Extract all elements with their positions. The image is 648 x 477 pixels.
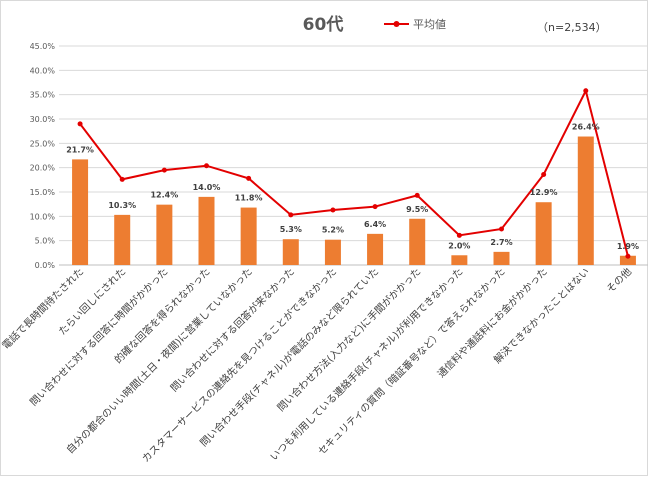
- y-tick-label: 10.0%: [30, 212, 56, 221]
- average-point: [541, 171, 547, 177]
- bar: [451, 255, 468, 265]
- bar: [324, 239, 341, 265]
- average-polyline: [79, 87, 629, 257]
- x-tick-label: 問い合わせ方法(入力など)に手間がかかった: [274, 265, 423, 414]
- average-point: [330, 207, 336, 213]
- bar: [282, 239, 299, 265]
- bar-data-labels: 21.7% 10.3% 12.4% 14.0% 11.8% 5.3% 5.2% 6.4% 9.5…: [66, 123, 639, 251]
- bar: [577, 136, 594, 265]
- y-axis-ticks: 0.0% 5.0% 10.0% 15.0% 20.0% 25.0% 30.0% 35.0% 40…: [30, 42, 56, 270]
- bar-data-label: 11.8%: [235, 194, 263, 203]
- average-point: [625, 253, 631, 259]
- average-point: [456, 232, 462, 238]
- chart-title: 60代: [303, 14, 344, 35]
- x-tick-label: カスタマーサービスの連絡先を見つけることができなかった: [139, 265, 339, 465]
- y-tick-label: 30.0%: [30, 115, 56, 124]
- bar-data-label: 2.7%: [490, 238, 512, 247]
- average-point: [246, 175, 252, 181]
- y-tick-label: 5.0%: [35, 237, 56, 246]
- bar: [535, 202, 552, 265]
- bar-data-label: 5.3%: [280, 225, 302, 234]
- y-tick-label: 40.0%: [30, 66, 56, 75]
- average-point: [414, 192, 420, 198]
- average-point: [119, 176, 125, 182]
- bar-data-label: 9.5%: [406, 205, 428, 214]
- bar: [156, 204, 173, 265]
- average-point: [77, 121, 83, 127]
- bar-data-label: 21.7%: [66, 145, 94, 154]
- bar-data-label: 12.9%: [530, 188, 558, 197]
- average-point: [583, 88, 589, 94]
- legend-label: 平均値: [413, 18, 446, 31]
- legend-marker: [393, 21, 400, 27]
- average-point: [161, 167, 167, 173]
- bar-data-label: 10.3%: [108, 201, 136, 210]
- y-tick-label: 20.0%: [30, 164, 56, 173]
- bar: [409, 218, 426, 265]
- bar: [367, 233, 384, 265]
- bar-data-label: 6.4%: [364, 220, 386, 229]
- bar: [114, 214, 131, 265]
- bar-data-label: 2.0%: [448, 241, 470, 250]
- y-tick-label: 35.0%: [30, 91, 56, 100]
- x-tick-label: いつも利用している連絡手段(チャネル)が利用できなかった: [267, 265, 465, 463]
- y-tick-label: 0.0%: [35, 261, 56, 270]
- bar-data-label: 12.4%: [150, 191, 178, 200]
- x-tick-label: その他: [604, 265, 634, 295]
- bar: [72, 159, 89, 265]
- x-tick-label: セキュリティの質問（暗証番号など）で答えられなかった: [315, 265, 508, 458]
- x-axis-labels: 電話で長時間待たされたたらい回しにされた問い合わせに対する回答に時間がかかった的…: [1, 265, 634, 465]
- gridlines: [59, 45, 648, 266]
- bar: [493, 251, 510, 265]
- y-tick-label: 15.0%: [30, 188, 56, 197]
- y-tick-label: 25.0%: [30, 139, 56, 148]
- bars: [72, 136, 636, 265]
- y-tick-label: 45.0%: [30, 42, 56, 51]
- average-point: [204, 163, 209, 169]
- bar: [619, 255, 636, 265]
- bar: [240, 207, 257, 265]
- average-line: [77, 87, 631, 259]
- average-point: [288, 212, 294, 218]
- average-point: [372, 204, 378, 210]
- x-tick-label: 電話で長時間待たされた: [1, 265, 86, 352]
- average-point: [499, 226, 504, 232]
- bar-data-label: 1.9%: [617, 242, 639, 251]
- bar: [198, 196, 215, 265]
- bar-data-label: 14.0%: [193, 183, 221, 192]
- bar-data-label: 5.2%: [322, 226, 344, 235]
- sample-size-note: （n=2,534）: [537, 21, 607, 34]
- bar-data-label: 26.4%: [572, 123, 600, 132]
